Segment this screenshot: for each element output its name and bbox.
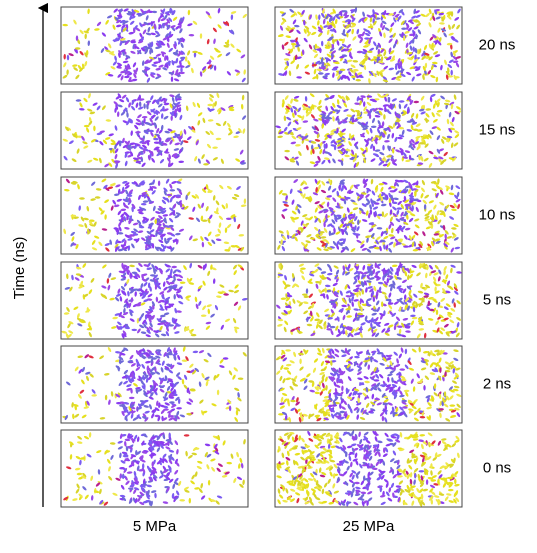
snapshot <box>61 346 248 423</box>
molecule <box>450 404 456 406</box>
time-label: 10 ns <box>479 206 516 223</box>
molecule <box>171 76 173 82</box>
molecule <box>214 65 216 71</box>
molecule <box>451 70 453 76</box>
column-label: 5 MPa <box>133 518 177 535</box>
molecule <box>382 145 384 151</box>
molecule <box>387 275 393 277</box>
molecule <box>340 411 346 413</box>
molecule <box>113 39 119 41</box>
time-label: 20 ns <box>479 36 516 53</box>
column-label: 25 MPa <box>343 518 395 535</box>
panels <box>61 7 462 507</box>
snapshot <box>275 177 462 254</box>
molecule <box>323 411 325 417</box>
molecule <box>174 294 176 300</box>
molecule <box>383 447 385 453</box>
molecule <box>179 72 185 74</box>
molecule <box>76 35 78 41</box>
snapshot <box>275 7 462 84</box>
snapshot <box>61 7 248 84</box>
molecule <box>162 458 164 464</box>
snapshot <box>61 262 248 339</box>
snapshot-frame <box>61 92 248 169</box>
molecule <box>229 406 231 412</box>
molecule <box>382 211 384 217</box>
axis-label: Time (ns) <box>11 237 28 300</box>
snapshot <box>61 92 248 169</box>
snapshot <box>275 430 462 507</box>
time-label: 15 ns <box>479 121 516 138</box>
molecule <box>381 196 383 202</box>
snapshot <box>275 262 462 339</box>
molecule <box>383 114 385 120</box>
snapshot <box>61 430 248 507</box>
snapshot <box>61 177 248 254</box>
molecule <box>403 245 409 247</box>
snapshot <box>275 92 462 169</box>
snapshot <box>275 346 462 423</box>
molecule <box>167 353 173 355</box>
molecule <box>140 485 146 487</box>
molecule <box>374 379 380 381</box>
molecule <box>126 67 132 69</box>
molecule <box>180 202 182 208</box>
molecule <box>143 148 145 154</box>
molecule <box>397 207 403 209</box>
molecule <box>382 416 384 422</box>
molecule <box>451 11 453 17</box>
